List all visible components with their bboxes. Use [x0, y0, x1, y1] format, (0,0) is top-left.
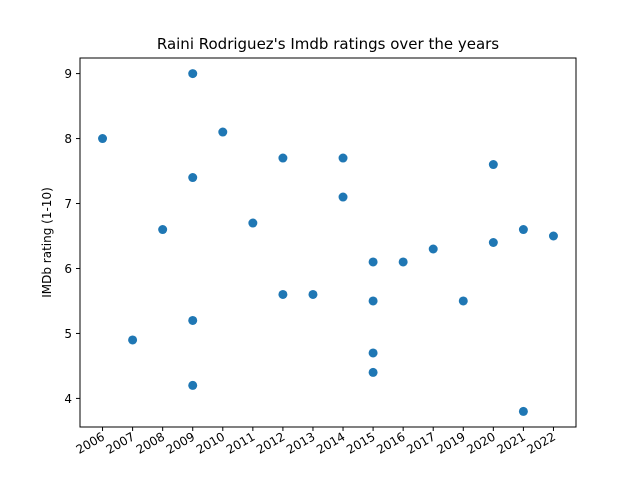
data-point: [458, 296, 468, 306]
plot-frame: [79, 57, 577, 428]
x-tick-label: 2006: [74, 429, 107, 456]
y-tick-label: 7: [64, 197, 72, 211]
data-points: [98, 69, 558, 416]
data-point: [368, 257, 378, 267]
x-tick-label: 2017: [404, 429, 437, 456]
y-tick-label: 5: [64, 327, 72, 341]
y-tick-label: 4: [64, 392, 72, 406]
x-tick-label: 2014: [314, 429, 347, 456]
data-point: [218, 127, 228, 137]
data-point: [428, 244, 438, 254]
data-point: [188, 69, 198, 79]
data-point: [98, 134, 108, 144]
x-tick-label: 2019: [434, 429, 467, 456]
data-point: [368, 296, 378, 306]
data-point: [188, 173, 198, 183]
x-tick-label: 2021: [494, 429, 527, 456]
data-point: [398, 257, 408, 267]
x-tick-label: 2008: [134, 429, 167, 456]
data-point: [518, 225, 528, 235]
x-tick-label: 2011: [224, 429, 257, 456]
x-tick-label: 2009: [164, 429, 197, 456]
y-axis: 4 5 6 7 8 9: [64, 67, 80, 406]
x-tick-label: 2022: [525, 429, 558, 456]
data-point: [128, 335, 138, 345]
data-point: [338, 192, 348, 202]
x-tick-label: 2020: [464, 429, 497, 456]
y-tick-label: 9: [64, 67, 72, 81]
data-point: [368, 348, 378, 358]
y-tick-label: 6: [64, 262, 72, 276]
data-point: [188, 315, 198, 325]
data-point: [278, 153, 288, 163]
chart-title: Raini Rodriguez's Imdb ratings over the …: [157, 35, 499, 53]
x-axis: 2006200720082009201020112012201320142015…: [74, 427, 558, 457]
data-point: [188, 380, 198, 390]
x-tick-label: 2015: [344, 429, 377, 456]
y-tick-label: 8: [64, 132, 72, 146]
y-axis-label: IMDb rating (1-10): [40, 187, 54, 298]
x-tick-label: 2016: [374, 429, 407, 456]
data-point: [158, 225, 168, 235]
x-tick-label: 2012: [254, 429, 287, 456]
data-point: [338, 153, 348, 163]
data-point: [488, 238, 498, 247]
data-point: [368, 367, 378, 377]
x-tick-label: 2010: [194, 429, 227, 456]
data-point: [518, 406, 528, 416]
data-point: [248, 218, 258, 228]
data-point: [308, 289, 318, 299]
x-tick-label: 2007: [104, 429, 137, 456]
data-point: [278, 289, 288, 299]
x-tick-label: 2013: [284, 429, 317, 456]
data-point: [548, 231, 558, 241]
data-point: [488, 160, 498, 170]
